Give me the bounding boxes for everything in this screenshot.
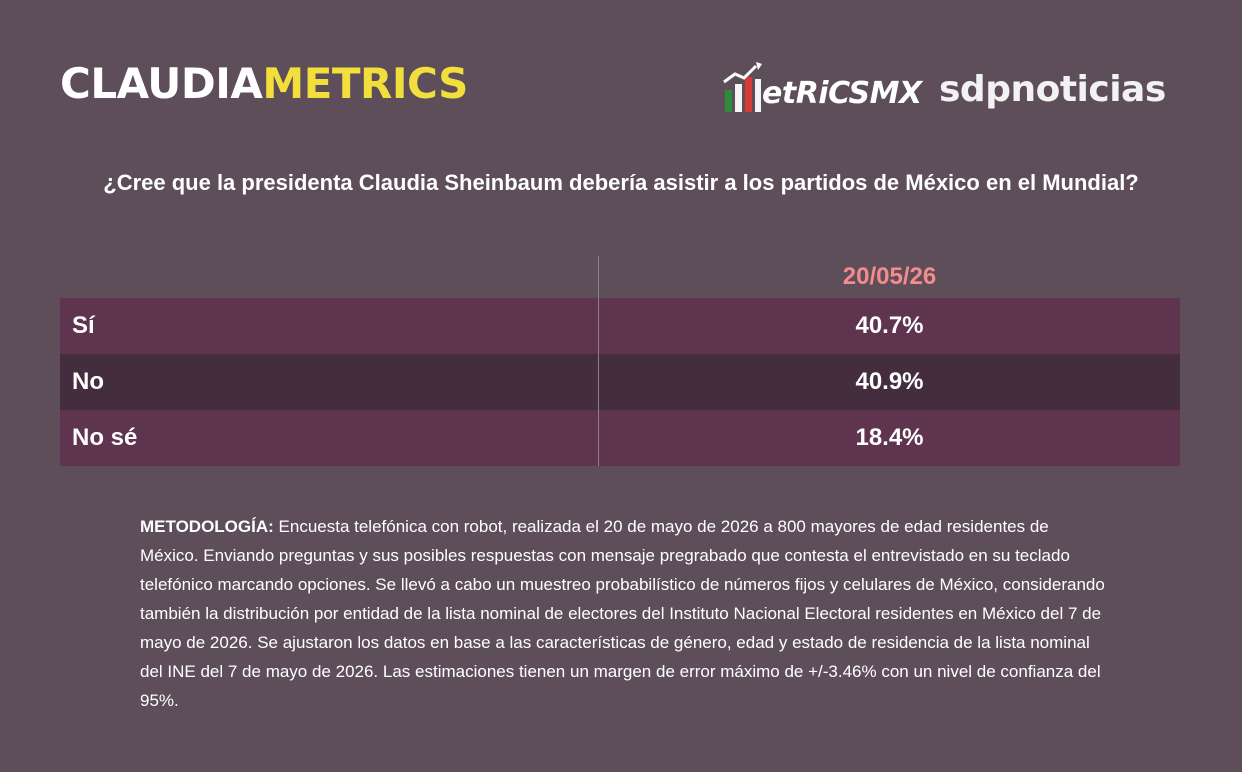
header: CLAUDIAMETRICS etRiCSMX sdpnoticias	[0, 0, 1242, 140]
cell-divider	[598, 410, 599, 466]
cell-divider	[598, 298, 599, 354]
answer-value: 40.9%	[855, 368, 924, 395]
survey-question: ¿Cree que la presidenta Claudia Sheinbau…	[103, 170, 1139, 195]
table-row-si: Sí 40.7%	[60, 298, 1180, 354]
answer-value: 40.7%	[855, 312, 924, 339]
methodology-title: METODOLOGÍA:	[140, 517, 274, 536]
logo-claudia-text: CLAUDIA	[60, 59, 263, 108]
answer-label: No sé	[72, 424, 138, 451]
methodology-text: Encuesta telefónica con robot, realizada…	[140, 517, 1105, 710]
answer-label: No	[72, 368, 104, 395]
answer-label: Sí	[72, 312, 95, 339]
date-column-header: 20/05/26	[842, 263, 937, 290]
answer-value: 18.4%	[855, 424, 924, 451]
metricsmx-wordmark: etRiCSMX	[762, 76, 922, 111]
claudiametrics-logo: CLAUDIAMETRICS	[60, 58, 468, 110]
methodology-note: METODOLOGÍA: Encuesta telefónica con rob…	[140, 512, 1105, 715]
metricsmx-logo: etRiCSMX	[722, 62, 922, 118]
table-row-no-se: No sé 18.4%	[60, 410, 1180, 466]
metricsmx-bars-icon	[723, 62, 762, 112]
sdpnoticias-logo: sdpnoticias	[939, 69, 1166, 110]
results-table: 20/05/26 Sí 40.7% No 40.9% No sé 18.4%	[60, 256, 1180, 466]
table-row-no: No 40.9%	[60, 354, 1180, 410]
logo-metrics-text: METRICS	[262, 59, 468, 108]
cell-divider	[598, 354, 599, 410]
